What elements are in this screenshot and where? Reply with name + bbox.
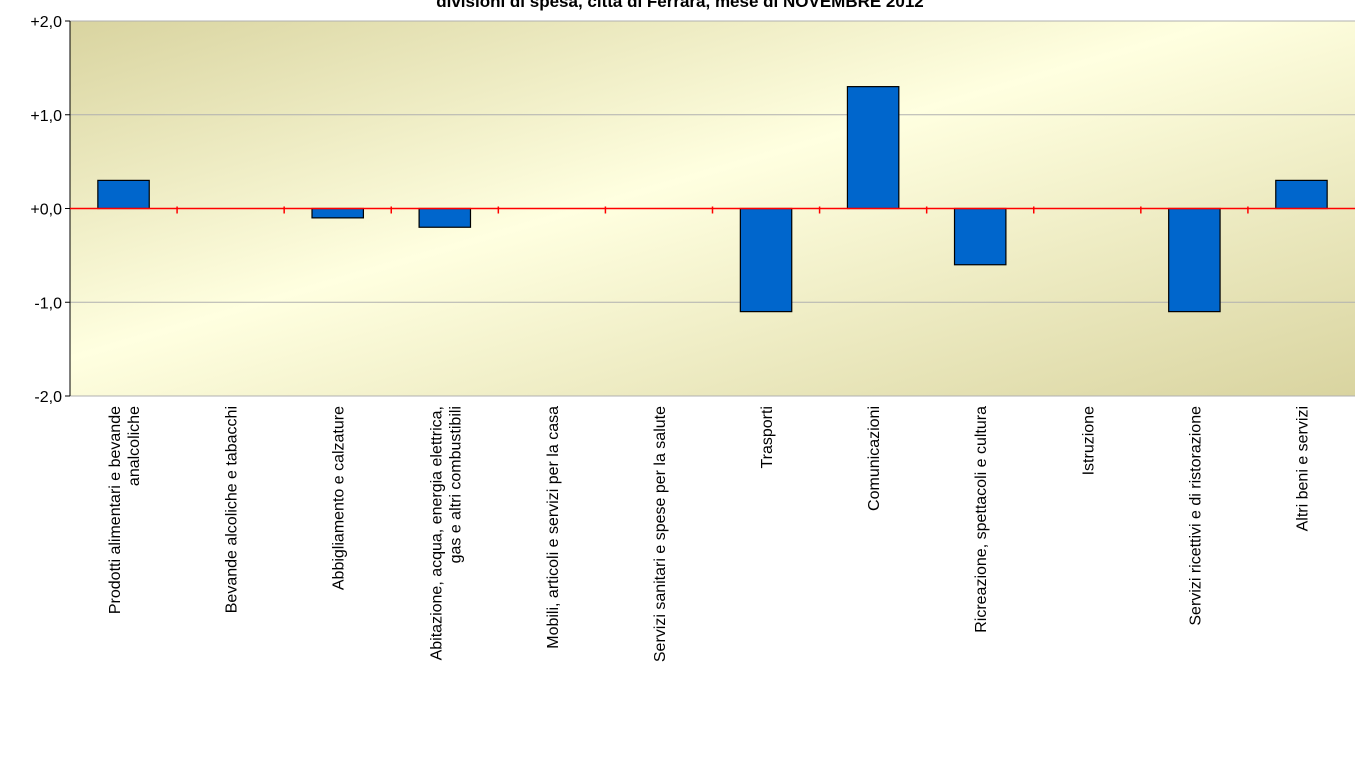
x-tick-label: Comunicazioni — [866, 406, 883, 511]
x-tick-label: Abitazione, acqua, energia elettrica, — [428, 406, 445, 660]
bar — [846, 86, 900, 210]
y-tick-label: +0,0 — [30, 202, 62, 219]
x-tick-label: gas e altri combustibili — [447, 406, 464, 563]
bar — [953, 207, 1007, 266]
bar — [97, 179, 150, 210]
chart-title: divisioni di spesa, città di Ferrara, me… — [436, 0, 924, 11]
bar — [739, 207, 793, 313]
x-tick-label: Bevande alcoliche e tabacchi — [224, 406, 241, 613]
x-tick-label: analcoliche — [126, 406, 143, 486]
y-tick-label: -1,0 — [34, 295, 62, 312]
x-tick-label: Servizi ricettivi e di ristorazione — [1187, 406, 1204, 626]
x-tick-label: Prodotti alimentari e bevande — [107, 406, 124, 614]
y-tick-label: +1,0 — [30, 108, 62, 125]
x-tick-label: Servizi sanitari e spese per la salute — [652, 406, 669, 662]
bar — [311, 207, 365, 219]
x-tick-label: Mobili, articoli e servizi per la casa — [545, 406, 562, 649]
bar — [418, 207, 472, 228]
x-tick-label: Ricreazione, spettacoli e cultura — [973, 406, 990, 633]
x-tick-label: Trasporti — [759, 406, 776, 469]
x-tick-label: Istruzione — [1080, 406, 1097, 475]
x-tick-label: Abbigliamento e calzature — [331, 406, 348, 590]
y-tick-label: -2,0 — [34, 389, 62, 406]
x-tick-label: Altri beni e servizi — [1294, 406, 1311, 531]
bar — [1168, 207, 1221, 313]
bar — [1275, 179, 1328, 210]
y-tick-label: +2,0 — [30, 14, 62, 31]
